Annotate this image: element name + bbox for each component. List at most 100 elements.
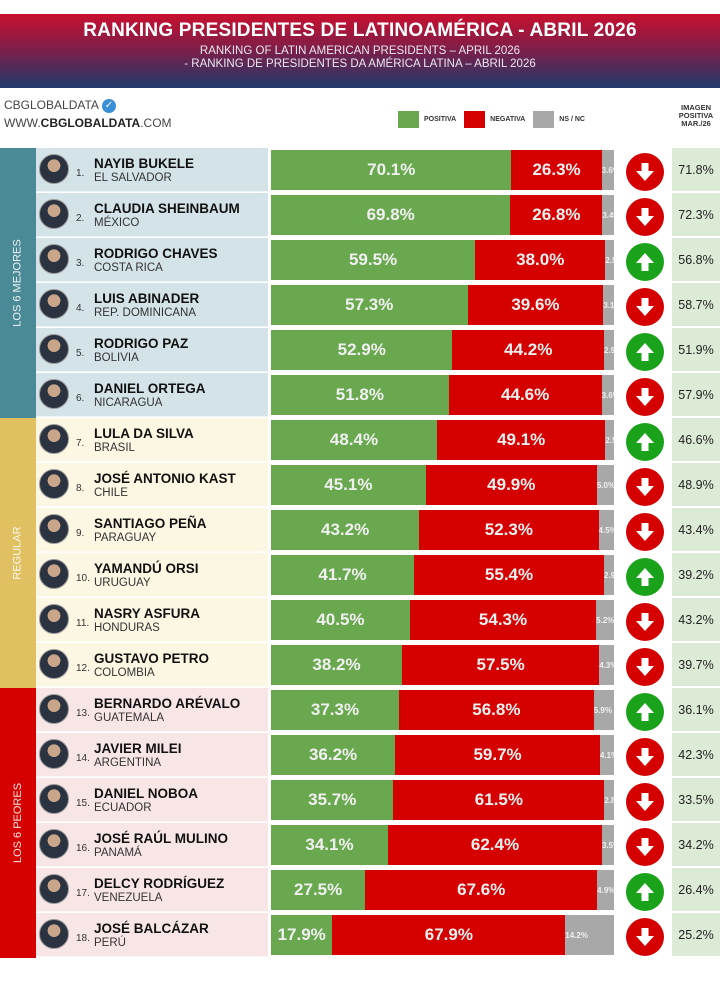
avatar bbox=[39, 334, 69, 364]
previous-positive-image: 57.9% bbox=[672, 373, 720, 417]
arrow-down-icon bbox=[626, 918, 664, 956]
previous-positive-image: 51.9% bbox=[672, 328, 720, 372]
president-name: RODRIGO CHAVES bbox=[94, 246, 218, 261]
table-row: 16.JOSÉ RAÚL MULINOPANAMÁ34.1%62.4%3.5%3… bbox=[36, 823, 720, 868]
stacked-bar: 43.2%52.3%4.5% bbox=[271, 510, 614, 550]
bar-nsnc: 4.3% bbox=[599, 645, 614, 685]
president-name: CLAUDIA SHEINBAUM bbox=[94, 201, 240, 216]
avatar bbox=[39, 604, 69, 634]
arrow-up-icon bbox=[626, 558, 664, 596]
bar-positive: 40.5% bbox=[271, 600, 410, 640]
bar-negative: 57.5% bbox=[402, 645, 600, 685]
country-name: GUATEMALA bbox=[94, 712, 165, 724]
president-cell: 5. RODRIGO PAZ BOLIVIA bbox=[36, 328, 268, 372]
rank-number: 3. bbox=[76, 258, 85, 269]
bar-negative: 52.3% bbox=[419, 510, 599, 550]
bar-positive: 48.4% bbox=[271, 420, 437, 460]
bar-positive: 59.5% bbox=[271, 240, 476, 280]
arrow-down-icon bbox=[626, 468, 664, 506]
president-name: LUIS ABINADER bbox=[94, 291, 200, 306]
president-name: SANTIAGO PEÑA bbox=[94, 516, 207, 531]
table-row: 4. LUIS ABINADER REP. DOMINICANA 57.3% 39.6%… bbox=[36, 283, 720, 328]
group-label-1: REGULAR bbox=[0, 418, 36, 688]
legend-swatch-nsnc bbox=[533, 111, 555, 128]
stacked-bar: 40.5% 54.3% 5.2% bbox=[271, 600, 614, 640]
previous-positive-image: 39.2% bbox=[672, 553, 720, 597]
country-name: PARAGUAY bbox=[94, 532, 157, 544]
rank-number: 15. bbox=[76, 798, 90, 809]
previous-positive-image: 34.2% bbox=[672, 823, 720, 867]
table-row: 13. BERNARDO ARÉVALO GUATEMALA 37.3% 56.8% 5.… bbox=[36, 688, 720, 733]
president-cell: 6. DANIEL ORTEGA NICARAGUA bbox=[36, 373, 268, 417]
avatar bbox=[39, 379, 69, 409]
bar-nsnc: 2.9% bbox=[604, 555, 614, 595]
bar-nsnc: 4.1% bbox=[599, 735, 614, 775]
president-name: GUSTAVO PETRO bbox=[94, 651, 210, 666]
rank-number: 13. bbox=[76, 708, 90, 719]
country-name: URUGUAY bbox=[94, 577, 151, 589]
brand-block: CBGLOBALDATA ✓ WWW.CBGLOBALDATA.COM bbox=[4, 98, 172, 130]
stacked-bar: 17.9% 67.9% 14.2% bbox=[271, 915, 614, 955]
president-cell: 3. RODRIGO CHAVES COSTA RICA bbox=[36, 238, 268, 282]
arrow-down-icon bbox=[626, 288, 664, 326]
rank-number: 17. bbox=[76, 888, 90, 899]
country-name: CHILE bbox=[94, 487, 128, 499]
country-name: EL SALVADOR bbox=[94, 172, 172, 184]
brand-url[interactable]: WWW.CBGLOBALDATA.COM bbox=[4, 115, 172, 130]
bar-negative: 44.2% bbox=[452, 330, 605, 370]
avatar bbox=[39, 559, 69, 589]
title-banner: RANKING PRESIDENTES DE LATINOAMÉRICA - A… bbox=[0, 14, 720, 88]
bar-nsnc: 5.9% bbox=[593, 690, 614, 730]
country-name: ARGENTINA bbox=[94, 757, 162, 769]
bar-positive: 70.1% bbox=[271, 150, 512, 190]
legend-swatch-negative bbox=[464, 111, 486, 128]
bar-nsnc: 4.9% bbox=[597, 870, 614, 910]
previous-image-header: IMAGEN POSITIVA MAR./26 bbox=[678, 103, 714, 128]
avatar bbox=[39, 739, 69, 769]
rank-number: 1. bbox=[76, 168, 85, 179]
bar-positive: 52.9% bbox=[271, 330, 453, 370]
bar-positive: 57.3% bbox=[271, 285, 468, 325]
president-cell: 18. JOSÉ BALCÁZAR PERÚ bbox=[36, 913, 268, 957]
country-name: MÉXICO bbox=[94, 217, 140, 229]
previous-positive-image: 46.6% bbox=[672, 418, 720, 462]
arrow-down-icon bbox=[626, 513, 664, 551]
avatar bbox=[39, 829, 69, 859]
arrow-down-icon bbox=[626, 603, 664, 641]
arrow-down-icon bbox=[626, 648, 664, 686]
stacked-bar: 34.1%62.4%3.5% bbox=[271, 825, 614, 865]
previous-positive-image: 43.2% bbox=[672, 598, 720, 642]
bar-negative: 62.4% bbox=[387, 825, 602, 865]
country-name: REP. DOMINICANA bbox=[94, 307, 197, 319]
bar-negative: 61.5% bbox=[393, 780, 605, 820]
bar-negative: 26.8% bbox=[510, 195, 603, 235]
group-label-0: LOS 6 MEJORES bbox=[0, 148, 36, 418]
bar-nsnc: 2.8% bbox=[604, 780, 614, 820]
bar-nsnc: 3.6% bbox=[601, 150, 614, 190]
subtitle-english: RANKING OF LATIN AMERICAN PRESIDENTS – A… bbox=[199, 45, 521, 57]
country-name: PANAMÁ bbox=[94, 847, 142, 859]
president-cell: 12. GUSTAVO PETRO COLOMBIA bbox=[36, 643, 268, 687]
bar-nsnc: 4.5% bbox=[598, 510, 614, 550]
previous-positive-image: 25.2% bbox=[672, 913, 720, 957]
rank-number: 16. bbox=[76, 843, 90, 854]
arrow-down-icon bbox=[626, 828, 664, 866]
bar-positive: 35.7% bbox=[271, 780, 394, 820]
president-cell: 17. DELCY RODRÍGUEZ VENEZUELA bbox=[36, 868, 268, 912]
previous-positive-image: 48.9% bbox=[672, 463, 720, 507]
bar-positive: 38.2% bbox=[271, 645, 403, 685]
avatar bbox=[39, 919, 69, 949]
stacked-bar: 70.1%26.3%3.6% bbox=[271, 150, 614, 190]
table-row: 8. JOSÉ ANTONIO KAST CHILE 45.1% 49.9% 5.0% 48… bbox=[36, 463, 720, 508]
president-name: DANIEL ORTEGA bbox=[94, 381, 206, 396]
rank-number: 7. bbox=[76, 438, 85, 449]
country-name: BRASIL bbox=[94, 442, 135, 454]
legend-label-nsnc: NS / NC bbox=[559, 116, 585, 123]
stacked-bar: 35.7%61.5%2.8% bbox=[271, 780, 614, 820]
country-name: HONDURAS bbox=[94, 622, 160, 634]
